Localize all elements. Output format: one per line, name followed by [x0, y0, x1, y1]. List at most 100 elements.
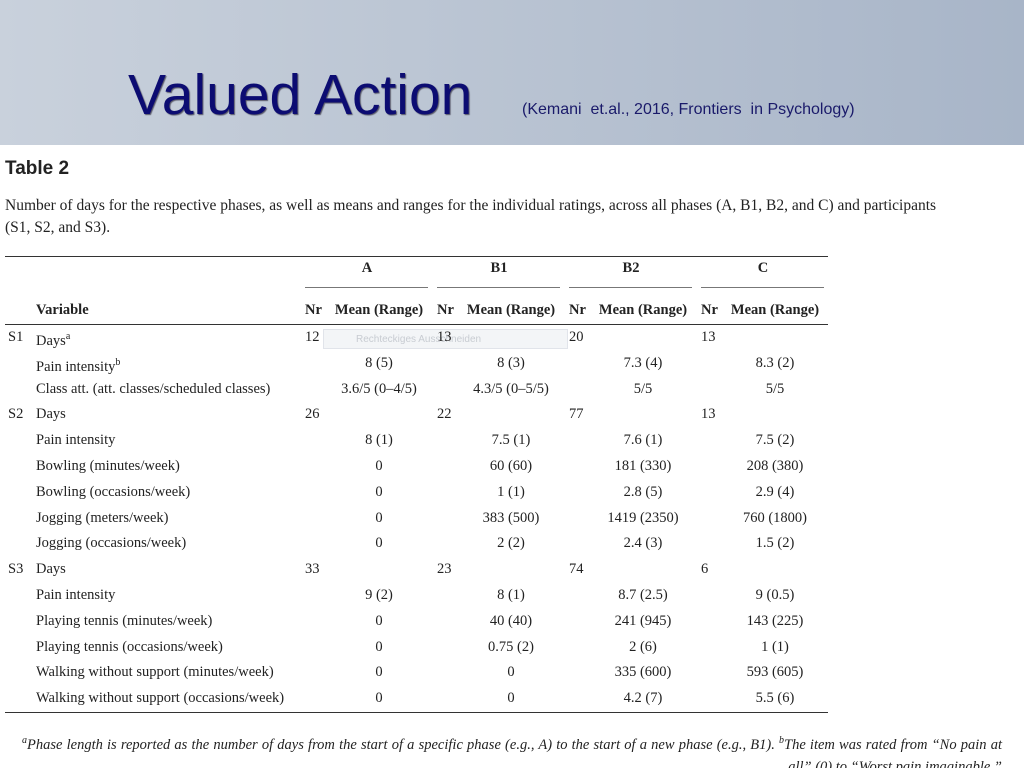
mean-cell: 9 (0.5) — [755, 587, 795, 603]
participant: S1 — [8, 329, 24, 345]
mean-cell: 0 — [375, 612, 383, 629]
participant: S3 — [8, 561, 24, 578]
mean-cell: 593 (605) — [746, 664, 804, 681]
table-caption: Table 2 — [5, 158, 70, 179]
mean-cell: 5.5 (6) — [755, 690, 795, 707]
variable: Class att. (att. classes/scheduled class… — [36, 380, 270, 398]
mean-cell: 40 (40) — [489, 612, 533, 629]
mean-cell: 383 (500) — [482, 509, 540, 526]
mean-cell: 2 (2) — [497, 535, 525, 552]
mean-cell: 0 — [375, 509, 383, 526]
phase-rule — [569, 287, 692, 288]
footnote-text: Phase length is reported as the number o… — [27, 736, 779, 753]
mean-cell: 0 — [375, 690, 383, 707]
banner — [0, 0, 1024, 145]
column-header: Mean (Range) — [466, 302, 556, 318]
mean-cell: 2.9 (4) — [755, 483, 795, 500]
tool-overlay: Rechteckiges Ausschneiden — [323, 329, 568, 349]
mean-cell: 2 (6) — [629, 638, 657, 655]
mean-cell: 8 (5) — [365, 354, 393, 371]
variable-text: Days — [36, 561, 66, 578]
table-rule — [5, 324, 828, 325]
variable-text: Walking without support (minutes/week) — [36, 664, 274, 681]
mean-cell: 1 (1) — [761, 638, 789, 655]
column-header: Nr — [437, 302, 454, 318]
table-rule — [5, 712, 828, 713]
variable-text: Days — [36, 332, 66, 349]
phase-header: B1 — [490, 260, 508, 276]
mean-cell: 5/5 — [765, 380, 785, 397]
mean-cell: 8.7 (2.5) — [618, 587, 668, 603]
mean-cell: 1.5 (2) — [755, 535, 795, 552]
phase-header: C — [757, 260, 769, 276]
superscript: a — [65, 331, 71, 342]
variable-text: Bowling (occasions/week) — [36, 483, 191, 500]
table-description: Number of days for the respective phases… — [5, 197, 937, 236]
variable: Pain intensityb — [36, 354, 120, 376]
mean-cell: 181 (330) — [614, 458, 672, 474]
nr-cell: 6 — [701, 561, 709, 578]
mean-cell: 241 (945) — [614, 612, 672, 629]
footnote-mark: b — [779, 735, 784, 746]
variable: Walking without support (occasions/week) — [36, 689, 284, 707]
nr-cell: 13 — [701, 406, 716, 423]
mean-cell: 7.5 (2) — [755, 432, 795, 449]
variable: Days — [36, 405, 66, 423]
variable-text: Bowling (minutes/week) — [36, 458, 180, 474]
mean-cell: 2.8 (5) — [623, 483, 663, 500]
mean-cell: 4.2 (7) — [623, 690, 663, 707]
mean-cell: 4.3/5 (0–5/5) — [473, 380, 549, 397]
slide-title: Valued Action — [128, 63, 473, 127]
nr-cell: 12 — [305, 329, 320, 345]
variable: Playing tennis (occasions/week) — [36, 638, 223, 656]
mean-cell: 1419 (2350) — [607, 509, 679, 526]
variable-text: Jogging (occasions/week) — [36, 535, 187, 552]
column-header: Nr — [701, 302, 718, 318]
variable: Jogging (meters/week) — [36, 509, 168, 527]
mean-cell: 7.3 (4) — [623, 354, 663, 371]
variable-text: Jogging (meters/week) — [36, 509, 169, 526]
superscript: b — [115, 356, 121, 368]
nr-cell: 33 — [305, 561, 320, 578]
variable: Days — [36, 560, 66, 578]
nr-cell: 23 — [437, 561, 452, 578]
column-header: Variable — [36, 302, 89, 318]
mean-cell: 8 (1) — [497, 587, 525, 603]
column-header: Mean (Range) — [334, 302, 424, 318]
nr-cell: 26 — [305, 406, 320, 423]
mean-cell: 2.4 (3) — [623, 535, 663, 552]
variable-text: Days — [36, 406, 66, 423]
variable-text: Class att. (att. classes/scheduled class… — [36, 380, 271, 397]
variable: Jogging (occasions/week) — [36, 534, 186, 552]
mean-cell: 7.6 (1) — [623, 432, 663, 449]
mean-cell: 0 — [375, 483, 383, 500]
footnote: aPhase length is reported as the number … — [22, 730, 1002, 768]
variable: Pain intensity — [36, 586, 115, 604]
footnote-text: The item was rated from “No pain at all”… — [784, 736, 1002, 768]
column-header: Nr — [305, 302, 322, 318]
mean-cell: 0 — [375, 638, 383, 655]
variable: Playing tennis (minutes/week) — [36, 612, 212, 630]
phase-rule — [701, 287, 824, 288]
variable-text: Walking without support (occasions/week) — [36, 690, 285, 707]
mean-cell: 8 (1) — [365, 432, 393, 449]
mean-cell: 0 — [375, 664, 383, 681]
variable: Walking without support (minutes/week) — [36, 663, 274, 681]
mean-cell: 5/5 — [633, 380, 653, 397]
mean-cell: 1 (1) — [497, 483, 525, 500]
variable-text: Pain intensity — [36, 358, 116, 375]
mean-cell: 0 — [375, 458, 383, 474]
variable: Bowling (occasions/week) — [36, 483, 190, 501]
column-header: Mean (Range) — [598, 302, 688, 318]
phase-header: B2 — [622, 260, 640, 276]
phase-rule — [437, 287, 560, 288]
nr-cell: 77 — [569, 406, 584, 423]
mean-cell: 0 — [507, 664, 515, 681]
variable-text: Playing tennis (occasions/week) — [36, 638, 223, 655]
mean-cell: 0 — [375, 535, 383, 552]
participant: S2 — [8, 406, 24, 423]
variable-text: Pain intensity — [36, 587, 116, 603]
variable: Pain intensity — [36, 431, 115, 449]
variable: Daysa — [36, 328, 70, 350]
